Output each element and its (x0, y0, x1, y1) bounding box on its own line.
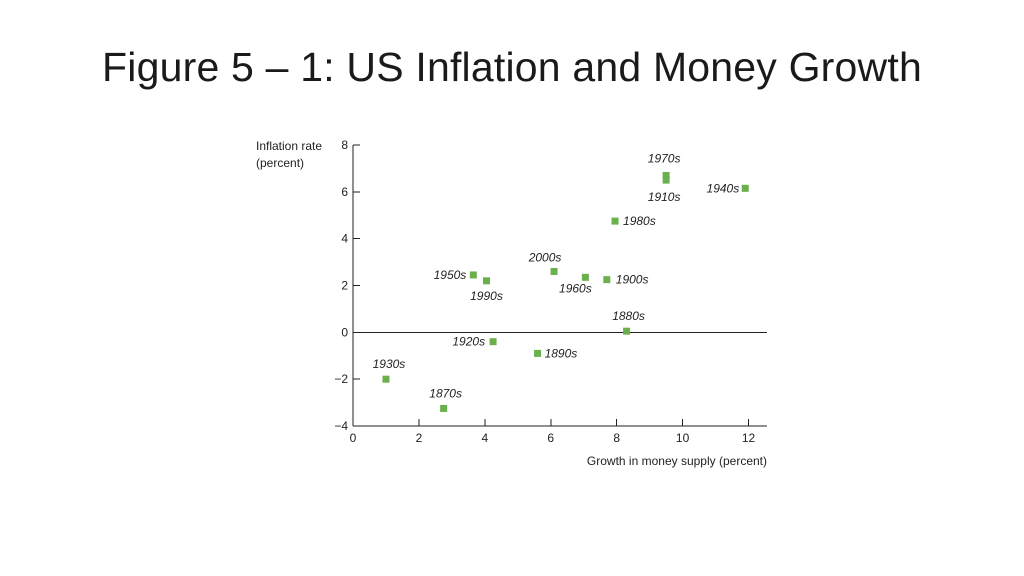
point-label: 1900s (616, 273, 649, 287)
point-label: 1890s (545, 346, 578, 360)
x-tick-label: 0 (350, 431, 357, 445)
point-label: 2000s (528, 250, 562, 264)
data-point (550, 267, 558, 275)
point-label: 1910s (648, 190, 681, 204)
y-tick-label: −2 (334, 372, 348, 386)
data-point (382, 375, 390, 383)
chart-ticks: −4 −2 0 2 4 6 8 0 2 4 6 8 10 12 (334, 138, 755, 445)
y-tick-label: 6 (341, 185, 348, 199)
point-label: 1980s (623, 214, 656, 228)
point-label: 1950s (434, 268, 467, 282)
data-point (534, 349, 542, 357)
data-point (603, 276, 611, 284)
chart-point-labels: 1870s 1880s 1890s 1900s 1910s 1920s 1930s 1940s… (373, 151, 740, 400)
y-axis-title: Inflation rate (256, 139, 322, 153)
x-axis-title: Growth in money supply (percent) (587, 454, 767, 468)
point-label: 1930s (373, 357, 406, 371)
x-tick-label: 2 (416, 431, 423, 445)
point-label: 1940s (707, 181, 740, 195)
data-point (482, 277, 490, 285)
point-label: 1920s (452, 335, 485, 349)
x-tick-label: 6 (547, 431, 554, 445)
point-label: 1990s (470, 289, 503, 303)
data-point (469, 271, 477, 279)
y-tick-label: 8 (341, 138, 348, 152)
y-axis-title: (percent) (256, 156, 304, 170)
y-tick-label: 0 (341, 325, 348, 339)
x-tick-label: 12 (742, 431, 756, 445)
slide-title: Figure 5 – 1: US Inflation and Money Gro… (102, 44, 922, 90)
point-label: 1960s (559, 281, 592, 295)
data-point (440, 404, 448, 412)
point-label: 1970s (648, 151, 681, 165)
x-tick-label: 10 (676, 431, 690, 445)
data-point (581, 273, 589, 281)
x-tick-label: 4 (481, 431, 488, 445)
y-tick-label: −4 (334, 419, 348, 433)
data-point (623, 327, 631, 335)
y-tick-label: 2 (341, 279, 348, 293)
point-label: 1870s (429, 386, 462, 400)
x-tick-label: 8 (613, 431, 620, 445)
data-point (611, 217, 619, 225)
data-point (741, 184, 749, 192)
y-tick-label: 4 (341, 232, 348, 246)
point-label: 1880s (612, 309, 645, 323)
data-point (662, 176, 670, 184)
data-point (662, 171, 670, 179)
chart-points (382, 171, 749, 412)
data-point (489, 338, 497, 346)
chart-axis-titles: Inflation rate (percent) Growth in money s… (256, 139, 767, 468)
